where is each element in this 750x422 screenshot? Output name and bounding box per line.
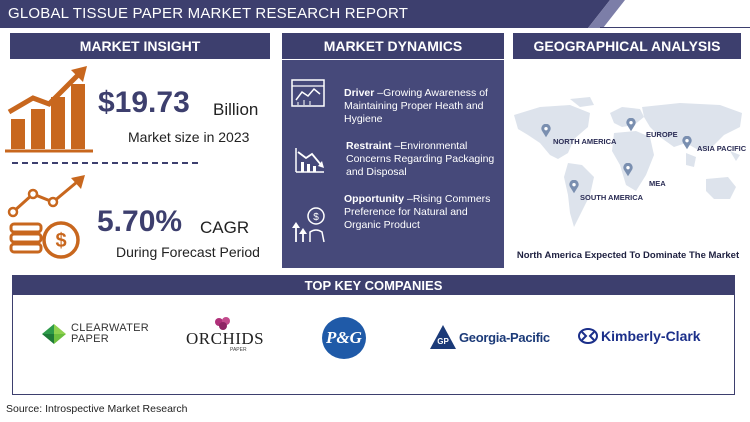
map-pin-icon — [569, 180, 579, 194]
geo-header: GEOGRAPHICAL ANALYSIS — [513, 33, 741, 59]
map-pin-icon — [682, 136, 692, 150]
market-size-caption: Market size in 2023 — [128, 129, 250, 145]
kimberly-clark-name: Kimberly-Clark — [601, 328, 701, 344]
market-dynamics-panel: Driver –Growing Awareness of Maintaining… — [282, 60, 504, 268]
svg-text:$: $ — [313, 212, 319, 223]
clearwater-logo: CLEARWATER PAPER — [40, 322, 149, 346]
map-pin-icon — [626, 118, 636, 132]
page-title: GLOBAL TISSUE PAPER MARKET RESEARCH REPO… — [8, 5, 409, 22]
pg-logo: P&G — [322, 317, 366, 359]
map-pin-icon — [623, 163, 633, 177]
dynamics-opportunity: Opportunity –Rising Commers Preference f… — [344, 193, 491, 231]
clearwater-name-line1: CLEARWATER — [71, 322, 149, 334]
market-dynamics-header: MARKET DYNAMICS — [282, 33, 504, 59]
region-north-america: NORTH AMERICA — [553, 137, 617, 146]
cagr-value: 5.70% — [97, 205, 183, 238]
pg-name: P&G — [326, 328, 362, 347]
clearwater-leaf-icon — [42, 324, 66, 344]
geo-caption: North America Expected To Dominate The M… — [516, 250, 740, 261]
gp-name: Georgia-Pacific — [459, 329, 550, 345]
orchids-name: ORCHIDS — [186, 329, 265, 348]
market-size-unit: Billion — [213, 100, 259, 119]
region-south-america: SOUTH AMERICA — [580, 193, 644, 202]
region-asia-pacific: ASIA PACIFIC — [697, 144, 747, 153]
cagr-label: CAGR — [200, 218, 250, 237]
orchids-logo: ORCHIDS PAPER — [186, 316, 264, 356]
companies-header: TOP KEY COMPANIES — [12, 275, 735, 295]
growth-chart-icon — [5, 66, 93, 153]
georgia-pacific-logo: GP Georgia-Pacific — [430, 325, 550, 349]
kimberly-clark-emblem-icon — [578, 328, 598, 344]
map-pin-icon — [541, 124, 551, 138]
cagr-caption: During Forecast Period — [116, 244, 260, 260]
dynamics-driver: Driver –Growing Awareness of Maintaining… — [344, 87, 488, 125]
svg-text:$: $ — [55, 230, 66, 252]
declining-chart-icon — [295, 148, 324, 173]
gp-mark: GP — [437, 337, 449, 346]
orchid-flower-icon — [215, 317, 230, 330]
clearwater-name-line2: PAPER — [71, 333, 109, 345]
dynamics-restraint: Restraint –Environmental Concerns Regard… — [346, 140, 495, 178]
region-europe: EUROPE — [646, 130, 678, 139]
coins-dollar-icon: $ — [7, 175, 85, 259]
market-size-value: $19.73 — [98, 86, 190, 119]
source-note: Source: Introspective Market Research — [6, 403, 188, 415]
gp-triangle-icon: GP — [430, 325, 456, 349]
kimberly-clark-logo: Kimberly-Clark — [578, 328, 701, 344]
world-map — [514, 97, 742, 227]
dashed-divider — [12, 162, 202, 164]
orchids-sub: PAPER — [230, 347, 247, 353]
region-mea: MEA — [649, 179, 666, 188]
chart-analytics-icon — [291, 79, 325, 107]
growth-hand-icon: $ — [292, 207, 325, 243]
title-bar: GLOBAL TISSUE PAPER MARKET RESEARCH REPO… — [0, 0, 750, 28]
market-insight-header: MARKET INSIGHT — [10, 33, 270, 59]
